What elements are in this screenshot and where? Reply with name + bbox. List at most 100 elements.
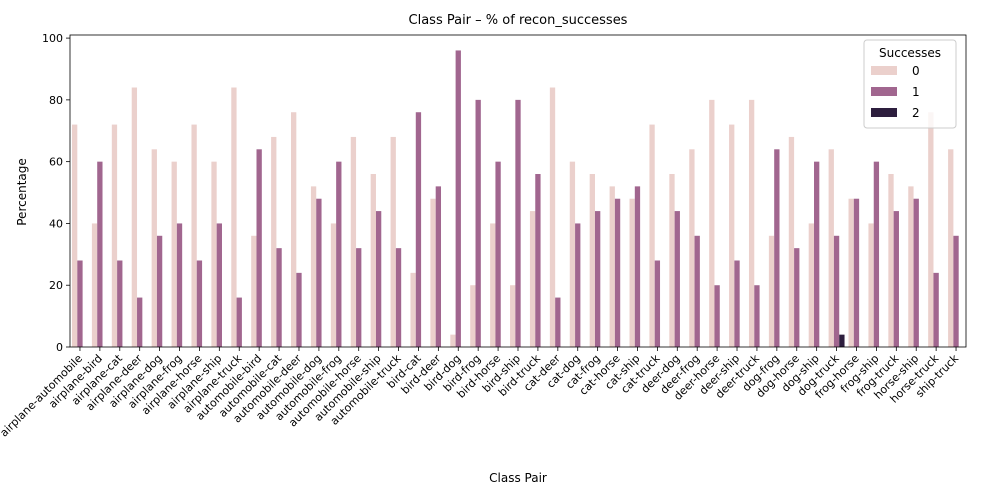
bar-cat-deer-s1 <box>555 297 561 347</box>
bar-airplane-truck-s1 <box>236 297 242 347</box>
bar-cat-horse-s1 <box>614 198 621 347</box>
bar-bird-deer-s0 <box>430 198 436 347</box>
bar-deer-horse-s0 <box>709 99 715 348</box>
bar-airplane-automobile-s1 <box>77 260 83 347</box>
bar-airplane-cat-s0 <box>111 124 118 347</box>
bar-airplane-horse-s1 <box>196 260 203 347</box>
bar-deer-dog-s1 <box>674 211 680 347</box>
bar-airplane-deer-s1 <box>137 297 143 347</box>
bar-deer-frog-s0 <box>689 149 695 347</box>
bar-horse-ship-s0 <box>908 186 914 347</box>
bar-airplane-ship-s1 <box>216 223 222 347</box>
bar-bird-cat-s0 <box>410 272 416 347</box>
bar-frog-ship-s1 <box>873 161 880 347</box>
bar-dog-frog-s1 <box>774 149 780 347</box>
bar-airplane-automobile-s0 <box>71 124 78 347</box>
legend-label-0: 0 <box>912 64 920 78</box>
legend-swatch-0 <box>871 66 897 75</box>
y-axis: 0 20 40 60 80 100 <box>42 32 70 354</box>
bar-automobile-deer-s1 <box>296 272 302 347</box>
bar-bird-frog-s0 <box>470 285 476 347</box>
bar-airplane-deer-s0 <box>131 87 138 347</box>
bar-bird-ship-s1 <box>515 99 521 348</box>
bar-cat-ship-s1 <box>634 186 641 347</box>
bar-airplane-ship-s0 <box>211 161 217 347</box>
bar-ship-truck-s0 <box>948 149 954 347</box>
bar-dog-truck-s0 <box>828 149 834 347</box>
bar-dog-frog-s0 <box>768 235 775 347</box>
bar-automobile-deer-s0 <box>291 112 297 347</box>
bar-dog-ship-s1 <box>814 161 820 347</box>
bar-cat-dog-s1 <box>575 223 581 347</box>
bar-horse-truck-s1 <box>933 272 939 347</box>
bar-automobile-cat-s0 <box>271 136 277 347</box>
legend-label-2: 2 <box>912 106 920 120</box>
legend-swatch-2 <box>871 108 897 117</box>
bar-automobile-horse-s0 <box>350 136 357 347</box>
bar-bird-horse-s1 <box>495 161 501 347</box>
bar-airplane-truck-s0 <box>231 87 237 347</box>
bar-automobile-truck-s0 <box>390 136 396 347</box>
bar-cat-truck-s1 <box>654 260 661 347</box>
bar-airplane-cat-s1 <box>117 260 123 347</box>
bar-automobile-ship-s0 <box>370 174 376 347</box>
y-axis-label: Percentage <box>15 158 29 226</box>
bar-deer-ship-s0 <box>729 124 735 347</box>
bar-frog-truck-s1 <box>893 211 899 347</box>
bars-group <box>71 50 959 348</box>
bar-cat-ship-s0 <box>629 198 635 347</box>
legend-swatch-1 <box>871 87 897 96</box>
bar-bird-truck-s0 <box>529 211 536 347</box>
bar-airplane-dog-s0 <box>151 149 157 347</box>
y-tick-label-100: 100 <box>42 32 63 45</box>
bar-automobile-horse-s1 <box>356 248 362 347</box>
y-tick-label-20: 20 <box>49 279 63 292</box>
legend-label-1: 1 <box>912 85 920 99</box>
bar-frog-horse-s0 <box>848 198 854 347</box>
bar-automobile-frog-s1 <box>336 161 342 347</box>
y-tick-label-80: 80 <box>49 94 63 107</box>
bar-bird-truck-s1 <box>535 174 541 347</box>
bar-automobile-ship-s1 <box>375 211 382 347</box>
bar-bird-dog-s1 <box>455 50 461 347</box>
bar-deer-ship-s1 <box>734 260 740 347</box>
bar-airplane-dog-s1 <box>156 235 163 347</box>
bar-frog-ship-s0 <box>868 223 874 347</box>
bar-bird-dog-s0 <box>450 334 456 347</box>
y-tick-label-60: 60 <box>49 156 63 169</box>
bar-airplane-frog-s1 <box>176 223 183 347</box>
x-axis-label: Class Pair <box>489 471 547 485</box>
bar-cat-dog-s0 <box>569 161 576 347</box>
legend-title: Successes <box>879 46 941 60</box>
bar-horse-ship-s1 <box>913 198 919 347</box>
bar-bird-horse-s0 <box>490 223 496 347</box>
bar-cat-truck-s0 <box>649 124 655 347</box>
bar-airplane-frog-s0 <box>171 161 177 347</box>
legend: Successes 0 1 2 <box>863 39 957 129</box>
bar-automobile-bird-s1 <box>256 149 262 347</box>
y-tick-label-40: 40 <box>49 217 63 230</box>
bar-deer-frog-s1 <box>694 235 700 347</box>
chart-title: Class Pair – % of recon_successes <box>409 13 628 28</box>
bar-automobile-dog-s1 <box>316 198 322 347</box>
bar-cat-frog-s0 <box>589 174 595 347</box>
bar-airplane-bird-s0 <box>91 223 98 347</box>
bar-horse-truck-s0 <box>928 112 934 347</box>
bar-deer-horse-s1 <box>714 285 720 347</box>
bar-bird-ship-s0 <box>510 285 516 347</box>
bar-deer-truck-s0 <box>748 99 755 348</box>
y-tick-label-0: 0 <box>56 341 63 354</box>
bar-cat-deer-s0 <box>549 87 556 347</box>
bar-automobile-dog-s0 <box>310 186 317 347</box>
bar-dog-ship-s0 <box>808 223 815 347</box>
bar-dog-truck-s1 <box>833 235 840 347</box>
x-axis: airplane-automobileairplane-birdairplane… <box>0 347 962 440</box>
bar-airplane-bird-s1 <box>97 161 103 347</box>
bar-automobile-truck-s1 <box>395 248 402 347</box>
bar-automobile-bird-s0 <box>251 235 257 347</box>
bar-automobile-frog-s0 <box>330 223 337 347</box>
bar-automobile-cat-s1 <box>276 248 282 347</box>
bar-dog-horse-s1 <box>794 248 800 347</box>
bar-dog-horse-s0 <box>788 136 795 347</box>
